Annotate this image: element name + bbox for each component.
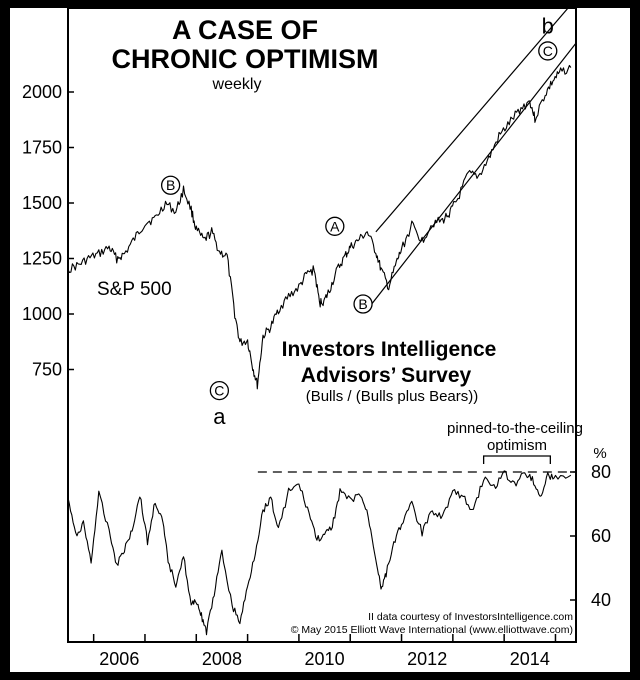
channel-line-lower	[365, 42, 577, 313]
ceiling-note-line2: optimism	[487, 437, 547, 454]
wave-circle-ring	[325, 216, 345, 236]
percent-axis-label: %	[593, 445, 606, 462]
sp500-tick-label: 1000	[22, 304, 62, 324]
plot-border	[67, 8, 577, 643]
survey-series	[67, 470, 572, 636]
ceiling-bracket	[482, 455, 551, 464]
wave-circle-ring	[160, 175, 181, 195]
chart-panel: A CASE OF CHRONIC OPTIMISM weekly S&P 50…	[10, 8, 630, 672]
chart-title-line2: CHRONIC OPTIMISM	[112, 44, 379, 74]
wave-circle-A: A	[325, 216, 345, 236]
survey-tick-label: 60	[591, 526, 611, 546]
wave-circle-letter: A	[330, 218, 340, 234]
x-tick-label: 2008	[202, 649, 242, 669]
x-tick-label: 2010	[305, 649, 345, 669]
x-axis: 2006 2008 2010 2012 2014	[92, 634, 557, 669]
wave-circle-letter: B	[166, 177, 175, 193]
survey-tick-label: 80	[591, 462, 611, 482]
credit-line-2: © May 2015 Elliott Wave International (w…	[291, 624, 573, 636]
sp500-tick-label: 1250	[22, 249, 62, 269]
chart-title: A CASE OF	[172, 15, 318, 45]
wave-circle-C: C	[209, 380, 230, 401]
survey-y-axis: 40 60 80	[570, 462, 611, 610]
channel-line-upper	[375, 8, 569, 233]
chart-subtitle: weekly	[212, 76, 262, 93]
chart-svg: A CASE OF CHRONIC OPTIMISM weekly S&P 50…	[22, 8, 611, 669]
credit-line-1: II data courtesy of InvestorsIntelligenc…	[368, 611, 573, 623]
wave-circle-B: B	[353, 294, 373, 314]
wave-circle-letter: C	[543, 43, 553, 59]
sp500-tick-label: 2000	[22, 82, 62, 102]
wave-label-b: b	[542, 13, 554, 38]
ceiling-note: pinned-to-the-ceiling	[447, 420, 583, 437]
wave-circle-C: C	[538, 41, 558, 61]
wave-circle-ring	[209, 380, 230, 401]
x-tick-label: 2014	[510, 649, 550, 669]
wave-circle-ring	[538, 41, 558, 61]
sp500-tick-label: 1750	[22, 138, 62, 158]
sp500-series	[67, 64, 572, 390]
survey-title: Investors Intelligence	[282, 338, 497, 361]
survey-line	[67, 470, 572, 636]
sp500-tick-label: 1500	[22, 193, 62, 213]
wave-circle-ring	[353, 294, 373, 314]
wave-labels: B A B C Cb a	[160, 13, 558, 429]
survey-subtitle: (Bulls / (Bulls plus Bears))	[306, 388, 479, 405]
sp500-tick-label: 750	[32, 360, 62, 380]
x-tick-label: 2012	[407, 649, 447, 669]
wave-circle-letter: C	[214, 383, 224, 399]
wave-circle-B: B	[160, 175, 181, 195]
x-tick-label: 2006	[99, 649, 139, 669]
trend-channel	[365, 8, 577, 313]
sp500-y-axis: 750 1000 1250 1500 1750 2000	[22, 82, 74, 380]
wave-circle-letter: B	[358, 296, 367, 312]
sp500-label: S&P 500	[97, 279, 172, 300]
survey-tick-label: 40	[591, 590, 611, 610]
wave-label-a: a	[213, 404, 226, 429]
survey-title-line2: Advisors’ Survey	[301, 364, 472, 387]
sp500-line	[67, 64, 572, 390]
